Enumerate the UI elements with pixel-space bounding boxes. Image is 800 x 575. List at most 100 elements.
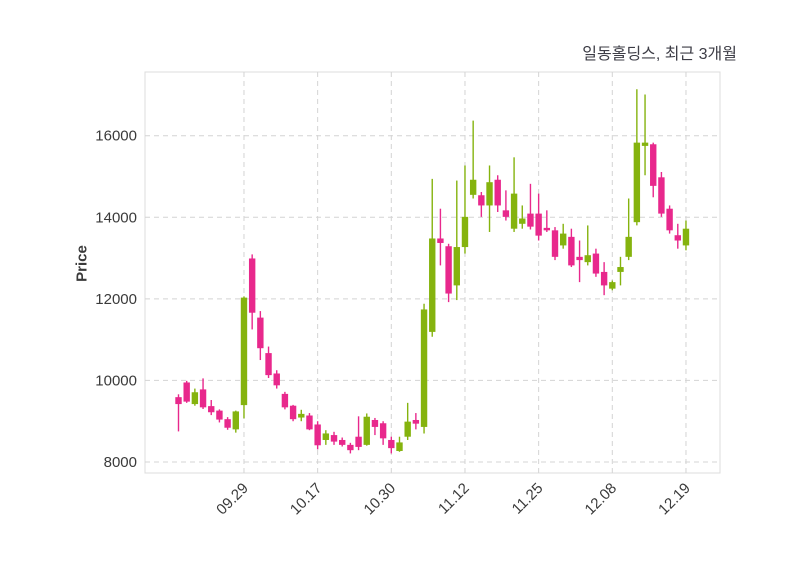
candle-body: [322, 433, 330, 440]
x-tick-label: 11.25: [509, 480, 547, 518]
x-tick-label: 12.19: [655, 480, 694, 519]
candle-down: [650, 142, 657, 198]
candle-up: [682, 220, 690, 251]
candle-down: [175, 394, 182, 432]
candle-body: [502, 210, 510, 217]
candle-up: [420, 303, 428, 434]
candle-body: [183, 382, 190, 402]
candle-down: [674, 223, 681, 249]
candle-down: [257, 311, 264, 361]
x-tick-label: 12.08: [582, 480, 621, 519]
candle-up: [559, 223, 567, 249]
candle-down: [576, 240, 583, 283]
candle-up: [641, 94, 649, 176]
candle-down: [666, 205, 673, 234]
candle-body: [568, 236, 575, 266]
candle-up: [469, 120, 477, 199]
candle-body: [519, 218, 526, 224]
candle-body: [199, 389, 207, 408]
candle-body: [175, 397, 182, 405]
candle-body: [625, 236, 632, 257]
candle-body: [208, 406, 215, 413]
candle-down: [347, 442, 354, 454]
candle-body: [420, 309, 428, 427]
candle-down: [535, 193, 542, 241]
candle-body: [281, 393, 289, 408]
candle-up: [191, 388, 199, 406]
candle-up: [510, 157, 518, 232]
candle-down: [494, 175, 501, 212]
candle-body: [371, 419, 379, 427]
candle-body: [347, 444, 354, 451]
candle-body: [478, 195, 485, 206]
candle-body: [273, 373, 280, 386]
candle-down: [502, 190, 510, 221]
candle-down: [437, 208, 444, 266]
candle-down: [330, 431, 338, 445]
candle-down: [289, 404, 297, 422]
candle-down: [273, 370, 280, 389]
candle-up: [322, 430, 330, 445]
candle-body: [355, 436, 362, 447]
x-tick-label: 10.17: [287, 480, 326, 519]
candle-down: [551, 227, 559, 261]
candle-body: [551, 230, 559, 257]
candle-body: [379, 423, 387, 439]
chart-title: 일동홀딩스, 최근 3개월: [582, 46, 737, 63]
candle-up: [461, 165, 469, 254]
candle-down: [339, 437, 346, 447]
candle-body: [330, 435, 338, 442]
candle-up: [584, 225, 591, 266]
candle-body: [191, 392, 199, 405]
candle-down: [281, 391, 289, 410]
y-tick-label: 16000: [95, 128, 137, 145]
candle-body: [363, 416, 370, 445]
candle-body: [339, 439, 346, 445]
candle-down: [199, 378, 207, 409]
candle-body: [289, 405, 297, 420]
candle-down: [658, 172, 665, 217]
candle-body: [527, 213, 534, 227]
candle-body: [674, 235, 681, 241]
candle-down: [314, 421, 321, 450]
candle-body: [404, 421, 411, 437]
candle-up: [625, 198, 632, 261]
candle-up: [240, 296, 248, 419]
candle-body: [429, 238, 436, 332]
candle-body: [576, 256, 583, 261]
candle-body: [469, 179, 477, 195]
candle-up: [404, 402, 411, 440]
candle-body: [609, 282, 616, 289]
candle-up: [453, 180, 460, 301]
candle-body: [584, 255, 591, 263]
candle-down: [306, 413, 313, 431]
candle-down: [208, 400, 215, 416]
candle-up: [633, 89, 641, 226]
candle-body: [257, 317, 264, 349]
candle-body: [633, 142, 641, 223]
y-tick-label: 10000: [95, 372, 137, 389]
candle-body: [412, 419, 420, 424]
candle-down: [371, 417, 379, 436]
candle-down: [224, 417, 231, 430]
x-tick-label: 09.29: [213, 480, 252, 519]
candle-up: [363, 413, 370, 446]
candle-body: [248, 258, 256, 313]
y-tick-label: 12000: [95, 291, 137, 308]
candle-down: [379, 421, 387, 445]
candle-up: [519, 205, 526, 229]
y-tick-label: 14000: [95, 209, 137, 226]
candle-body: [396, 442, 403, 451]
candle-body: [559, 233, 567, 246]
candle-body: [535, 213, 542, 236]
candle-body: [543, 227, 551, 231]
candle-down: [412, 413, 420, 430]
candle-down: [543, 210, 551, 232]
candle-down: [388, 436, 395, 454]
candle-down: [445, 243, 452, 303]
candle-body: [658, 177, 665, 214]
candle-body: [216, 410, 223, 420]
candle-body: [298, 413, 305, 418]
